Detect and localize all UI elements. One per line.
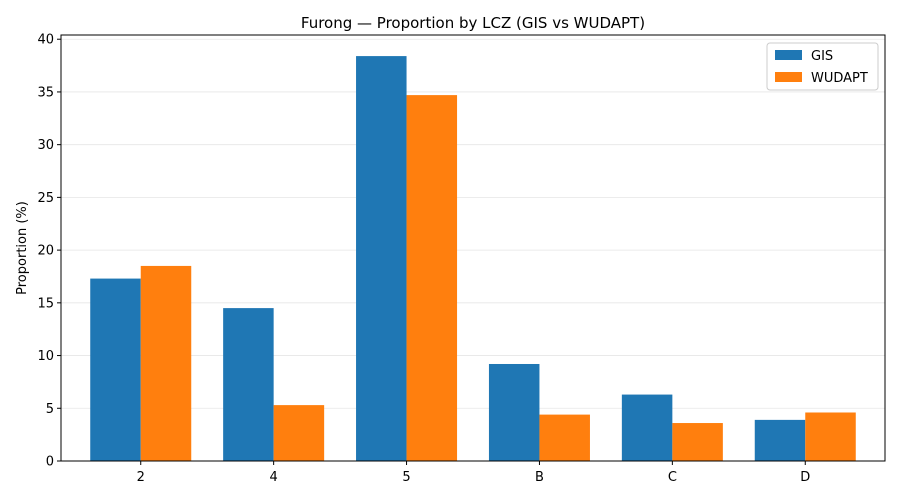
legend: GIS WUDAPT [766, 42, 879, 91]
x-tick-label: 4 [270, 470, 278, 485]
legend-swatch-gis [775, 50, 802, 60]
y-tick-label: 35 [37, 85, 54, 100]
legend-swatch-wudapt [775, 72, 802, 82]
y-tick-label: 25 [37, 191, 54, 206]
bar-gis-5 [356, 56, 407, 461]
x-tick-label: D [800, 470, 810, 485]
legend-label-gis: GIS [811, 49, 833, 64]
bar-wudapt-b [539, 414, 590, 461]
y-axis: 0 5 10 15 20 25 30 35 40 [37, 33, 61, 470]
bar-gis-4 [223, 308, 274, 461]
x-axis: 2 4 5 B C D [137, 461, 810, 485]
bar-gis-2 [90, 278, 141, 461]
y-tick-label: 20 [37, 244, 54, 259]
bar-gis-d [754, 419, 806, 461]
y-tick-label: 40 [37, 33, 54, 48]
y-tick-label: 5 [46, 402, 54, 417]
bar-wudapt-d [805, 412, 856, 461]
bars-layer [90, 56, 856, 462]
chart-title: Furong — Proportion by LCZ (GIS vs WUDAP… [301, 14, 645, 32]
bar-gis-c [621, 394, 673, 461]
bar-wudapt-c [672, 423, 723, 461]
legend-label-wudapt: WUDAPT [811, 71, 868, 86]
y-tick-label: 30 [37, 138, 54, 153]
x-tick-label: 2 [137, 470, 145, 485]
bar-gis-b [488, 363, 540, 461]
y-tick-label: 0 [46, 455, 54, 470]
x-tick-label: C [668, 470, 677, 485]
x-tick-label: 5 [402, 470, 410, 485]
bar-wudapt-4 [273, 405, 325, 461]
y-tick-label: 10 [37, 349, 54, 364]
plot-frame [60, 34, 886, 462]
y-tick-label: 15 [37, 296, 54, 311]
y-axis-label: Proportion (%) [15, 201, 30, 295]
bar-wudapt-5 [406, 95, 458, 462]
x-tick-label: B [535, 470, 544, 485]
bar-wudapt-2 [140, 265, 192, 461]
grid-layer [61, 38, 885, 462]
